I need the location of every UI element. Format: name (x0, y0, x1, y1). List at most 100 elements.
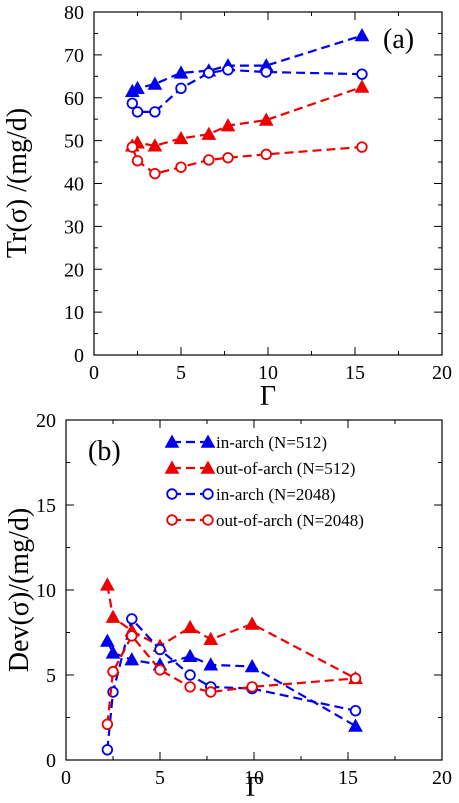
legend-marker (164, 434, 180, 448)
data-point (147, 138, 163, 152)
series-2 (126, 64, 368, 118)
data-point (107, 665, 119, 678)
y-axis-label: Tr(σ) /(mg/d) (2, 108, 33, 258)
legend-marker (200, 434, 216, 448)
data-point (126, 97, 138, 110)
legend-marker (166, 488, 178, 500)
data-point (130, 80, 145, 95)
x-tick-label: 10 (244, 767, 264, 789)
data-point (258, 112, 274, 126)
legend-label: out-of-arch (N=512) (216, 459, 355, 478)
data-point (184, 681, 196, 693)
y-tick-label: 30 (64, 216, 84, 238)
data-point (246, 681, 258, 693)
legend-marker (166, 514, 178, 526)
y-tick-label: 15 (36, 495, 56, 517)
data-point (124, 652, 140, 666)
data-point (101, 744, 114, 756)
data-point (105, 609, 121, 623)
y-tick-label: 50 (64, 131, 84, 153)
y-tick-label: 10 (64, 302, 84, 324)
y-tick-label: 5 (46, 665, 56, 687)
data-point (222, 64, 234, 76)
series-line (131, 145, 363, 175)
data-point (149, 167, 161, 180)
data-point (175, 161, 187, 173)
series-4 (126, 141, 368, 180)
legend: in-arch (N=512) out-of-arch (N=512) in-arc… (164, 433, 364, 530)
data-point (131, 106, 144, 118)
y-tick-label: 60 (64, 88, 84, 110)
series-line (106, 633, 356, 725)
panel-label: (a) (383, 24, 414, 55)
x-tick-label: 15 (345, 362, 365, 384)
data-point (349, 705, 362, 717)
data-point (354, 79, 370, 93)
data-point (175, 82, 187, 95)
data-point (260, 66, 272, 78)
legend-label: out-of-arch (N=2048) (216, 511, 364, 530)
data-point (203, 657, 219, 671)
series-4 (101, 630, 362, 731)
series-3 (124, 79, 370, 152)
data-point (356, 68, 368, 80)
x-axis-label: Γ (260, 381, 276, 412)
data-point (131, 155, 144, 167)
data-point (154, 664, 166, 676)
y-tick-label: 80 (64, 2, 84, 24)
x-tick-label: 20 (432, 767, 452, 789)
data-point (100, 577, 115, 591)
y-tick-label: 0 (74, 345, 84, 367)
data-point (105, 645, 121, 659)
data-point (149, 106, 161, 118)
x-tick-label: 0 (89, 362, 99, 384)
data-point (220, 118, 236, 132)
series-line (131, 34, 363, 93)
data-point (101, 718, 114, 731)
data-point (126, 630, 138, 642)
y-tick-label: 0 (46, 750, 56, 772)
series-line (106, 584, 357, 680)
x-tick-label: 20 (432, 362, 452, 384)
panel-label: (b) (88, 436, 121, 467)
series-1 (124, 28, 370, 98)
y-tick-label: 40 (64, 174, 84, 196)
legend-label: in-arch (N=512) (216, 433, 327, 452)
series-line (106, 640, 357, 727)
x-tick-label: 15 (338, 767, 358, 789)
y-axis-label: Dev(σ)/(mg/d) (4, 508, 35, 672)
data-point (354, 28, 370, 42)
data-point (203, 67, 215, 79)
data-point (154, 643, 166, 656)
x-tick-label: 5 (176, 362, 186, 384)
x-tick-label: 5 (155, 767, 165, 789)
data-point (147, 76, 163, 90)
legend-marker (200, 460, 216, 474)
x-tick-label: 10 (258, 362, 278, 384)
legend-label: in-arch (N=2048) (216, 485, 336, 504)
data-point (349, 672, 362, 685)
data-point (205, 686, 217, 698)
data-point (126, 141, 138, 153)
series-line (131, 85, 363, 147)
data-point (126, 613, 138, 625)
y-tick-label: 20 (64, 259, 84, 281)
data-point (244, 658, 260, 673)
x-axis-label: Γ (246, 772, 262, 803)
data-point (203, 631, 219, 645)
y-tick-label: 10 (36, 580, 56, 602)
data-point (100, 633, 115, 647)
data-point (173, 65, 189, 79)
series-3 (101, 613, 362, 756)
series-line (131, 68, 362, 113)
series-1 (100, 633, 363, 732)
legend-marker (164, 460, 180, 474)
data-point (182, 648, 198, 662)
data-point (244, 616, 260, 630)
data-point (173, 130, 189, 145)
data-point (203, 154, 215, 166)
x-tick-label: 0 (61, 767, 71, 789)
data-point (260, 148, 272, 161)
y-tick-label: 20 (36, 410, 56, 432)
